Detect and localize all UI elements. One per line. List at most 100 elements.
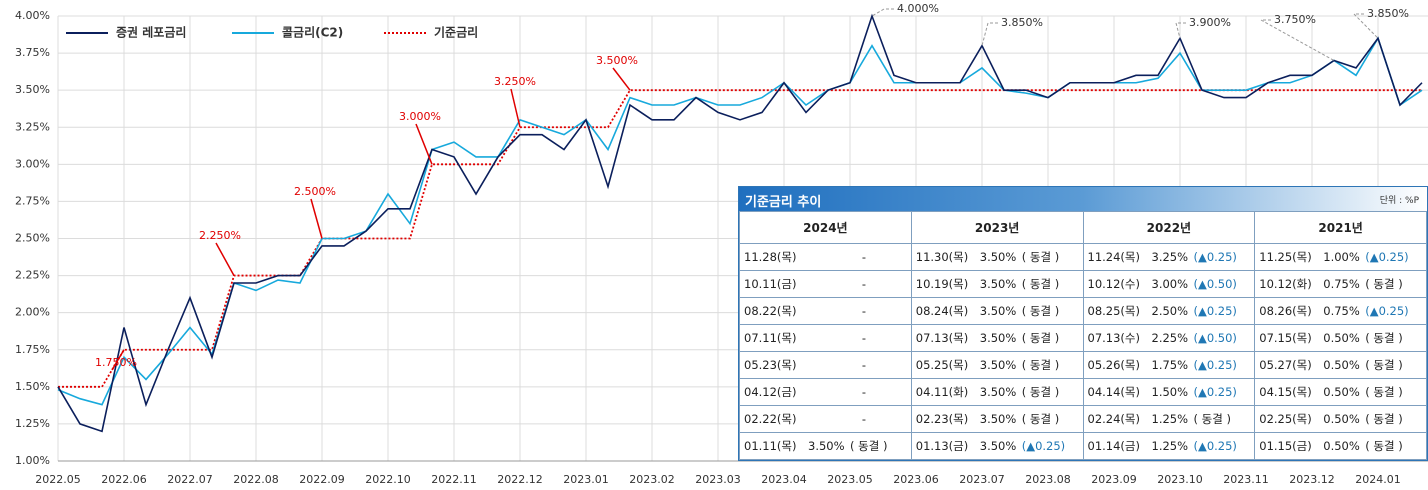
cell-rate: 0.75%: [1323, 277, 1360, 291]
annotation: 3.850%: [1001, 16, 1043, 29]
cell-date: 11.25(목): [1259, 250, 1312, 264]
annotation: 3.250%: [494, 75, 536, 88]
table-row: 05.23(목) - 05.25(목) 3.50% ( 동결 ) 05.26(목) 1.75…: [739, 351, 1427, 379]
annotation: 3.850%: [1367, 7, 1409, 20]
x-tick-label: 2023.01: [563, 473, 609, 486]
cell-rate: 3.00%: [1151, 277, 1189, 291]
x-tick-label: 2024.01: [1355, 473, 1401, 486]
cell-date: 04.14(목): [1087, 385, 1140, 399]
cell-change: (▲0.25): [1193, 385, 1237, 399]
table-cell: 02.24(목) 1.25% ( 동결 ): [1082, 405, 1256, 433]
cell-change: ( 동결 ): [1021, 331, 1060, 345]
cell-date: 01.14(금): [1087, 439, 1140, 453]
cell-change: ( 동결 ): [1365, 358, 1403, 372]
table-cell: 07.13(수) 2.25% (▲0.50): [1082, 324, 1256, 352]
cell-date: 08.22(목): [744, 304, 797, 318]
legend-label: 기준금리: [434, 25, 478, 40]
table-row: 10.11(금) - 10.19(목) 3.50% ( 동결 ) 10.12(수) 3.00…: [739, 270, 1427, 298]
cell-rate: 1.50%: [1151, 385, 1189, 399]
annotation: 3.500%: [596, 54, 638, 67]
table-row: 08.22(목) - 08.24(목) 3.50% ( 동결 ) 08.25(목) 2.50…: [739, 297, 1427, 325]
cell-rate: 0.50%: [1323, 331, 1360, 345]
x-tick-label: 2023.06: [893, 473, 939, 486]
table-title: 기준금리 추이: [745, 195, 822, 210]
table-cell: 02.23(목) 3.50% ( 동결 ): [910, 405, 1084, 433]
cell-rate: 2.25%: [1151, 331, 1189, 345]
y-tick-label: 2.00%: [15, 306, 50, 319]
annotation-leader: [111, 349, 125, 371]
x-tick-label: 2023.03: [695, 473, 741, 486]
x-tick-label: 2023.07: [959, 473, 1005, 486]
column-header: 2023년: [910, 211, 1084, 244]
rate-table: 기준금리 추이 단위 : %P 2024년 2023년 2022년 2021년 11.2…: [738, 186, 1428, 461]
x-tick-label: 2022.06: [101, 473, 147, 486]
table-row: 02.22(목) - 02.23(목) 3.50% ( 동결 ) 02.24(목) 1.25…: [739, 405, 1427, 433]
cell-rate: 3.50%: [979, 358, 1017, 372]
x-tick-label: 2023.12: [1289, 473, 1335, 486]
table-cell: 10.19(목) 3.50% ( 동결 ): [910, 270, 1084, 298]
cell-date: 10.19(목): [915, 277, 969, 291]
cell-change: (▲0.25): [1365, 250, 1409, 264]
annotation-leader: [981, 22, 998, 46]
y-tick-label: 3.75%: [15, 46, 50, 59]
cell-date: 02.23(목): [915, 412, 969, 426]
annotation: 3.900%: [1189, 16, 1231, 29]
table-cell: 07.15(목) 0.50% ( 동결 ): [1254, 324, 1427, 352]
cell-date: 08.25(목): [1087, 304, 1140, 318]
cell-date: 05.27(목): [1259, 358, 1312, 372]
cell-rate: 1.25%: [1151, 412, 1189, 426]
cell-change: ( 동결 ): [1021, 412, 1060, 426]
table-row: 04.12(금) - 04.11(화) 3.50% ( 동결 ) 04.14(목) 1.50…: [739, 378, 1427, 406]
annotation-leader: [1175, 22, 1186, 39]
x-tick-label: 2022.11: [431, 473, 477, 486]
cell-rate: 0.50%: [1323, 439, 1360, 453]
cell-rate: -: [861, 358, 867, 372]
table-cell: 07.13(목) 3.50% ( 동결 ): [910, 324, 1084, 352]
x-tick-label: 2022.10: [365, 473, 411, 486]
y-tick-label: 1.50%: [15, 380, 50, 393]
annotation: 3.000%: [399, 110, 441, 123]
cell-rate: 1.75%: [1151, 358, 1189, 372]
annotation: 2.250%: [199, 229, 241, 242]
cell-rate: 3.50%: [808, 439, 845, 453]
series-line: [58, 89, 1422, 388]
cell-change: ( 동결 ): [1365, 412, 1403, 426]
table-cell: 11.24(목) 3.25% (▲0.25): [1082, 243, 1256, 271]
cell-date: 04.15(목): [1259, 385, 1312, 399]
cell-change: ( 동결 ): [1021, 385, 1060, 399]
table-unit: 단위 : %P: [1379, 196, 1419, 206]
cell-rate: -: [861, 412, 867, 426]
cell-change: (▲0.25): [1193, 358, 1237, 372]
table: 2024년 2023년 2022년 2021년 11.28(목) - 11.30(목) 3.5…: [739, 211, 1427, 460]
cell-change: ( 동결 ): [850, 439, 888, 453]
cell-change: ( 동결 ): [1365, 385, 1403, 399]
cell-rate: 3.50%: [979, 331, 1017, 345]
table-cell: 01.13(금) 3.50% (▲0.25): [910, 432, 1084, 460]
cell-rate: -: [861, 250, 867, 264]
cell-date: 08.26(목): [1259, 304, 1312, 318]
table-cell: 05.27(목) 0.50% ( 동결 ): [1254, 351, 1427, 379]
cell-rate: -: [861, 331, 867, 345]
cell-change: (▲0.25): [1193, 250, 1237, 264]
cell-rate: 3.50%: [979, 277, 1017, 291]
cell-rate: 0.50%: [1323, 412, 1360, 426]
cell-date: 01.13(금): [915, 439, 969, 453]
table-row: 11.28(목) - 11.30(목) 3.50% ( 동결 ) 11.24(목) 3.25…: [739, 243, 1427, 271]
cell-date: 11.30(목): [915, 250, 969, 264]
table-cell: 08.26(목) 0.75% (▲0.25): [1254, 297, 1427, 325]
y-tick-label: 4.00%: [15, 9, 50, 22]
table-cell: 04.12(금) -: [739, 378, 912, 406]
cell-date: 10.11(금): [744, 277, 797, 291]
table-cell: 11.28(목) -: [739, 243, 912, 271]
cell-rate: 3.50%: [979, 250, 1017, 264]
annotation: 2.500%: [294, 185, 336, 198]
column-header: 2022년: [1082, 211, 1256, 244]
table-cell: 05.25(목) 3.50% ( 동결 ): [910, 351, 1084, 379]
cell-date: 07.13(수): [1087, 331, 1140, 345]
y-tick-label: 2.75%: [15, 194, 50, 207]
cell-change: ( 동결 ): [1193, 412, 1231, 426]
x-tick-label: 2022.08: [233, 473, 279, 486]
cell-change: ( 동결 ): [1365, 277, 1403, 291]
cell-change: ( 동결 ): [1021, 304, 1060, 318]
cell-change: ( 동결 ): [1021, 250, 1060, 264]
